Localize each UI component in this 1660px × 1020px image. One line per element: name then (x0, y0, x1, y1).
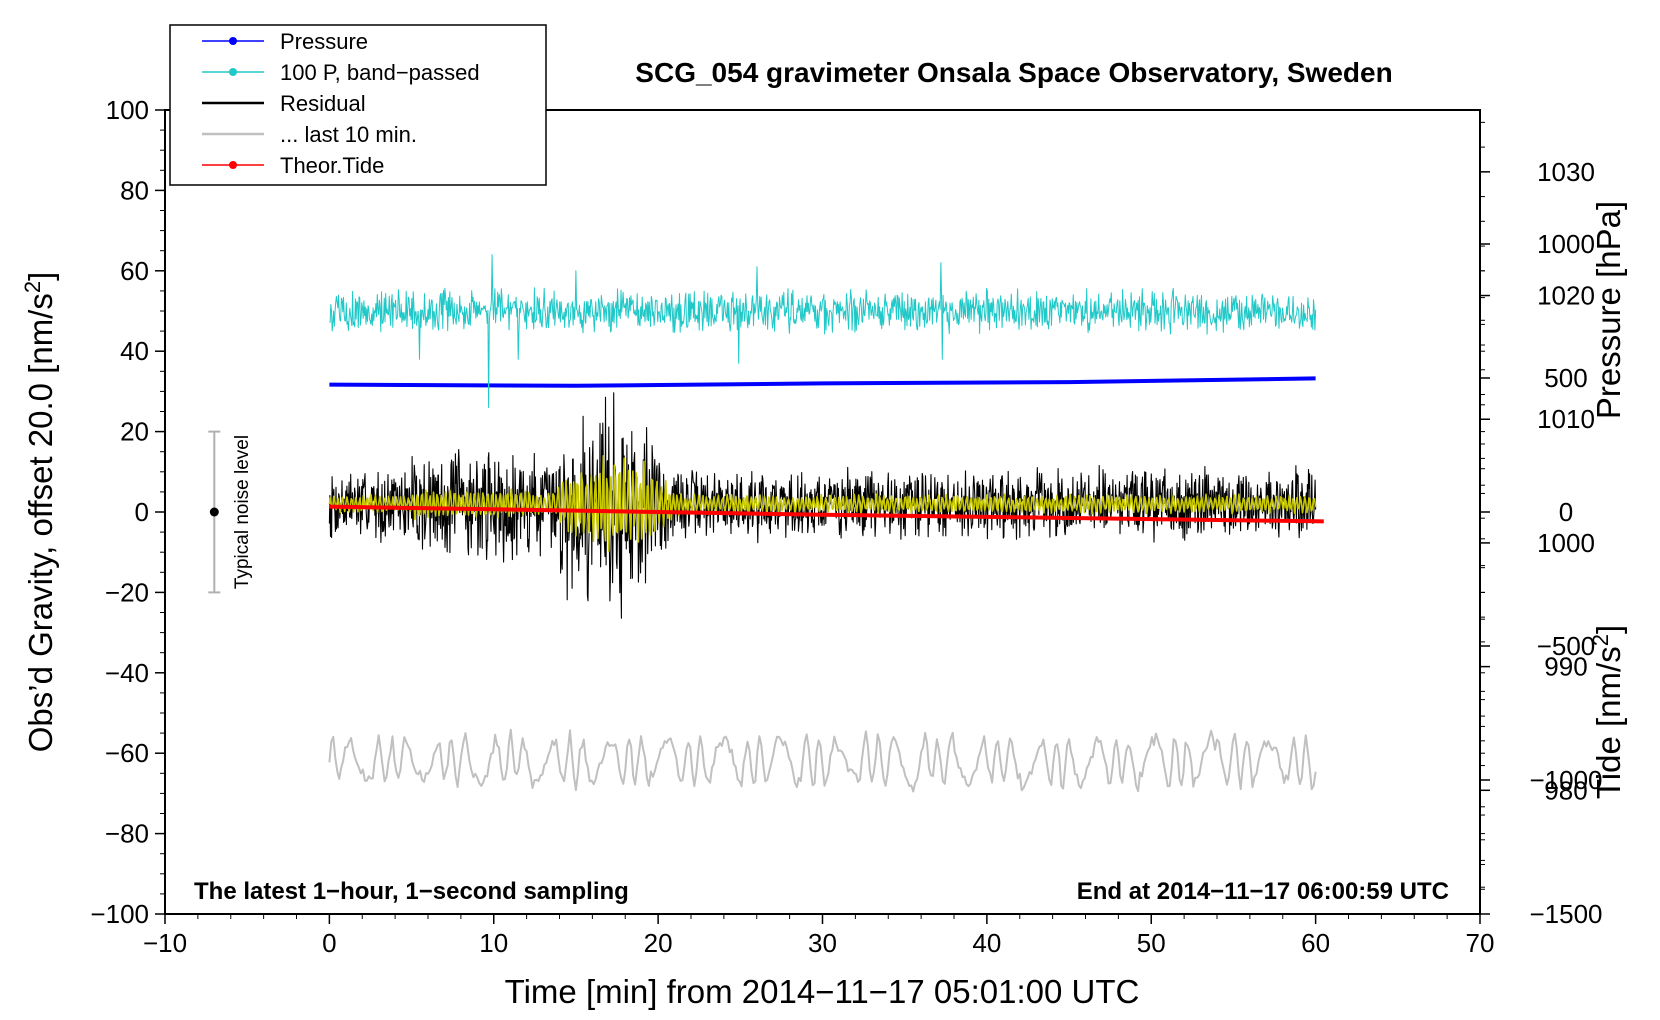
y-left-title-prefix: Obs’d Gravity, offset 20.0 [nm/s (22, 293, 59, 752)
y-tick-label: 0 (135, 497, 149, 527)
series-residual (328, 392, 1317, 619)
y-axis-tide-title: Tide [nm/s2] (1588, 625, 1628, 799)
x-tick-label: 40 (972, 928, 1001, 958)
y-tick-label: 20 (120, 417, 149, 447)
legend-label: Theor.Tide (280, 153, 384, 178)
legend-marker (229, 161, 237, 169)
tide-tick-label: 0 (1559, 497, 1573, 527)
noise-level-indicator (208, 430, 221, 594)
legend-marker (229, 68, 237, 76)
annotation-bottom-right: End at 2014−11−17 06:00:59 UTC (1077, 878, 1449, 905)
legend-marker (229, 37, 237, 45)
pressure-tick-label: 980 (1544, 775, 1587, 805)
y-tick-label: 60 (120, 256, 149, 286)
y-left-title-sup: 2 (20, 281, 45, 293)
legend-entries: Pressure 100 P, band−passed Residual ... la… (202, 29, 480, 178)
pressure-tick-label: 990 (1544, 652, 1587, 682)
x-tick-label: −10 (143, 928, 187, 958)
x-tick-label: 20 (644, 928, 673, 958)
x-tick-label: 0 (322, 928, 336, 958)
tide-title-prefix: Tide [nm/s (1590, 646, 1627, 799)
y-axis-pressure: 1030 1020 1010 1000 990 980 (1480, 121, 1595, 890)
x-tick-label: 10 (479, 928, 508, 958)
legend-label: Residual (280, 91, 366, 116)
y-tick-label: −40 (105, 658, 149, 688)
y-axis-tide: 1000 500 0 −500 −1000 −1500 (1480, 229, 1603, 929)
y-tick-label: −20 (105, 577, 149, 607)
x-axis: −10 0 10 20 30 40 50 60 70 (143, 914, 1495, 958)
tide-tick-label: −1500 (1529, 899, 1602, 929)
y-tick-label: −60 (105, 738, 149, 768)
tide-title-sup: 2 (1588, 634, 1613, 646)
x-tick-label: 60 (1301, 928, 1330, 958)
series-theor-tide (329, 504, 1324, 524)
noise-bar-center-dot (209, 507, 219, 517)
y-left-title-suffix: ] (22, 272, 59, 281)
tide-tick-label: 1000 (1537, 229, 1595, 259)
chart-title: SCG_054 gravimeter Onsala Space Observat… (635, 57, 1392, 88)
y-axis-left-title: Obs’d Gravity, offset 20.0 [nm/s2] (20, 272, 60, 753)
legend-label: ... last 10 min. (280, 122, 417, 147)
pressure-tick-label: 1010 (1537, 404, 1595, 434)
tide-tick-label: −1000 (1529, 765, 1602, 795)
pressure-tick-label: 1030 (1537, 157, 1595, 187)
y-tick-label: −80 (105, 819, 149, 849)
series-last-10-min (328, 728, 1317, 793)
tide-title-suffix: ] (1590, 625, 1627, 634)
legend-box (169, 24, 547, 186)
y-tick-label: 80 (120, 175, 149, 205)
y-tick-label: 40 (120, 336, 149, 366)
y-tick-label: 100 (106, 95, 149, 125)
x-axis-title: Time [min] from 2014−11−17 05:01:00 UTC (505, 973, 1140, 1010)
y-axis-pressure-title: Pressure [hPa] (1590, 201, 1627, 419)
x-tick-label: 50 (1137, 928, 1166, 958)
tide-tick-label: −500 (1537, 631, 1596, 661)
tide-tick-label: 500 (1544, 363, 1587, 393)
noise-level-label: Typical noise level (232, 435, 253, 589)
legend-label: Pressure (280, 29, 368, 54)
x-tick-label: 30 (808, 928, 837, 958)
y-tick-label: −100 (90, 899, 149, 929)
series-100-p-band-passed (329, 254, 1317, 408)
series-pressure (329, 376, 1316, 388)
pressure-tick-label: 1000 (1537, 528, 1595, 558)
legend-label: 100 P, band−passed (280, 60, 480, 85)
pressure-tick-label: 1020 (1537, 281, 1595, 311)
x-tick-label: 70 (1466, 928, 1495, 958)
legend: Pressure 100 P, band−passed Residual ... la… (169, 24, 547, 186)
series-layer (328, 254, 1324, 793)
series-residual-smoothed (328, 455, 1317, 552)
y-axis-left: 100 80 60 40 20 0 −20 −40 −60 −80 −100 (90, 95, 165, 929)
annotation-bottom-left: The latest 1−hour, 1−second sampling (194, 878, 629, 905)
